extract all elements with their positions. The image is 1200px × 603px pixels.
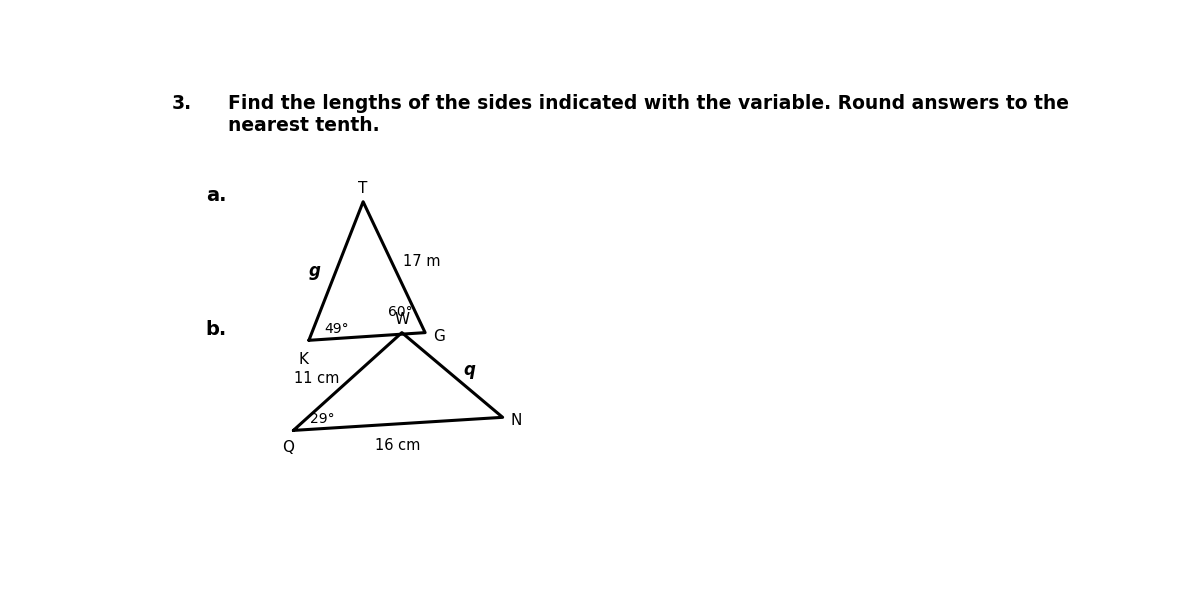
Text: 60°: 60° xyxy=(388,305,413,319)
Text: W: W xyxy=(395,312,409,327)
Text: 17 m: 17 m xyxy=(403,253,440,268)
Text: K: K xyxy=(299,352,308,367)
Text: 49°: 49° xyxy=(324,321,349,336)
Text: 11 cm: 11 cm xyxy=(294,371,340,386)
Text: g: g xyxy=(308,262,320,280)
Text: 29°: 29° xyxy=(311,412,335,426)
Text: b.: b. xyxy=(206,320,227,338)
Text: 16 cm: 16 cm xyxy=(376,438,421,453)
Text: a.: a. xyxy=(206,186,227,205)
Text: Find the lengths of the sides indicated with the variable. Round answers to the
: Find the lengths of the sides indicated … xyxy=(228,94,1068,135)
Text: Q: Q xyxy=(282,440,294,455)
Text: G: G xyxy=(433,329,445,344)
Text: q: q xyxy=(463,361,475,379)
Text: 3.: 3. xyxy=(172,94,192,113)
Text: N: N xyxy=(510,413,522,428)
Text: T: T xyxy=(359,182,368,197)
